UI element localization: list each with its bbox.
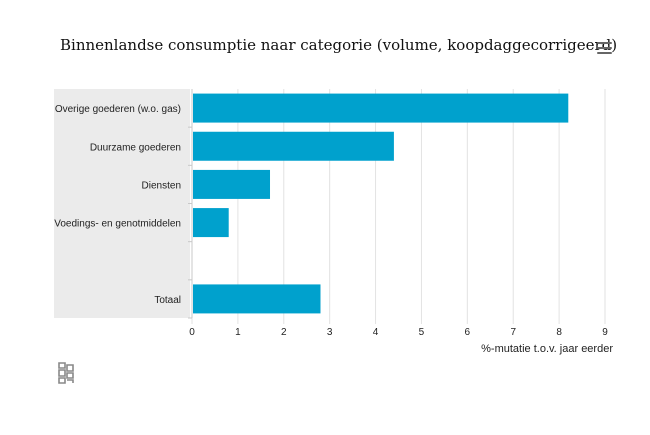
x-axis-title: %-mutatie t.o.v. jaar eerder <box>481 343 613 355</box>
category-label: Overige goederen (w.o. gas) <box>55 104 181 115</box>
x-tick-label: 3 <box>327 327 333 338</box>
x-tick-label: 0 <box>189 327 195 338</box>
x-tick-label: 6 <box>465 327 471 338</box>
category-band <box>54 89 190 318</box>
x-tick-labels: 0 1 2 3 4 5 6 7 8 9 <box>189 327 608 338</box>
category-labels: Overige goederen (w.o. gas) Duurzame goed… <box>54 104 192 319</box>
bar <box>193 131 394 161</box>
category-label: Duurzame goederen <box>90 142 181 153</box>
bar <box>193 208 229 238</box>
chart-title: Binnenlandse consumptie naar categorie (… <box>60 36 618 54</box>
bar <box>193 284 321 314</box>
x-tick-label: 5 <box>419 327 425 338</box>
x-tick-label: 2 <box>281 327 287 338</box>
x-tick-label: 7 <box>510 327 516 338</box>
category-label: Diensten <box>142 180 181 191</box>
x-tick-label: 1 <box>235 327 241 338</box>
bars <box>193 93 569 314</box>
category-label: Totaal <box>154 295 181 306</box>
cbs-logo-icon <box>58 362 74 389</box>
category-label: Voedings- en genotmiddelen <box>54 219 181 230</box>
hamburger-menu-icon[interactable] <box>597 42 612 54</box>
bar <box>193 93 569 123</box>
x-tick-label: 9 <box>602 327 608 338</box>
x-tick-label: 8 <box>556 327 562 338</box>
bar <box>193 169 271 199</box>
x-tick-label: 4 <box>373 327 379 338</box>
